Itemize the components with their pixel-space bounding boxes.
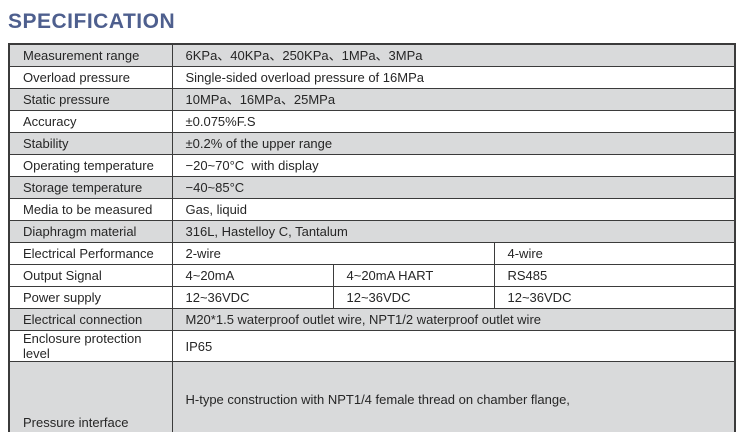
row-label: Diaphragm material [8,220,173,243]
row-value: 2-wire [171,242,495,265]
row-value: RS485 [493,264,736,287]
row-value: −20~70°C with display [171,154,736,177]
table-row-power-supply: Power supply 12~36VDC 12~36VDC 12~36VDC [8,286,736,309]
row-value: 316L, Hastelloy C, Tantalum [171,220,736,243]
row-label: Enclosure protection level [8,330,173,362]
page-title: SPECIFICATION [8,10,176,33]
row-value: 4~20mA HART [332,264,495,287]
table-row-pressure-interface: Pressure interface H-type construction w… [8,361,736,432]
row-value: 4~20mA [171,264,334,287]
row-value: ±0.075%F.S [171,110,736,133]
table-row-storage-temperature: Storage temperature −40~85°C [8,176,736,199]
row-label: Media to be measured [8,198,173,221]
table-row-electrical-connection: Electrical connection M20*1.5 waterproof… [8,308,736,331]
row-label: Stability [8,132,173,155]
table-row-measurement-range: Measurement range 6KPa、40KPa、250KPa、1MPa… [8,43,736,67]
row-value: Single-sided overload pressure of 16MPa [171,66,736,89]
table-row-enclosure-protection-level: Enclosure protection level IP65 [8,330,736,362]
row-label: Static pressure [8,88,173,111]
table-row-electrical-performance: Electrical Performance 2-wire 4-wire [8,242,736,265]
row-value: −40~85°C [171,176,736,199]
row-label: Storage temperature [8,176,173,199]
row-value: 4-wire [493,242,736,265]
row-label: Electrical Performance [8,242,173,265]
row-label: Overload pressure [8,66,173,89]
specification-table: Measurement range 6KPa、40KPa、250KPa、1MPa… [8,43,737,432]
row-value: 6KPa、40KPa、250KPa、1MPa、3MPa [171,43,736,67]
table-row-diaphragm-material: Diaphragm material 316L, Hastelloy C, Ta… [8,220,736,243]
table-row-operating-temperature: Operating temperature −20~70°C with disp… [8,154,736,177]
row-label: Pressure interface [8,361,173,432]
row-label: Output Signal [8,264,173,287]
row-label: Measurement range [8,43,173,67]
row-label: Power supply [8,286,173,309]
row-value: 12~36VDC [171,286,334,309]
specification-table-body: Measurement range 6KPa、40KPa、250KPa、1MPa… [8,43,736,432]
table-row-stability: Stability ±0.2% of the upper range [8,132,736,155]
row-value-line: H-type construction with NPT1/4 female t… [185,392,570,407]
table-row-media-to-be-measured: Media to be measured Gas, liquid [8,198,736,221]
row-value: ±0.2% of the upper range [171,132,736,155]
row-label: Accuracy [8,110,173,133]
row-label: Operating temperature [8,154,173,177]
row-value: 12~36VDC [332,286,495,309]
row-value: IP65 [171,330,736,362]
table-row-static-pressure: Static pressure 10MPa、16MPa、25MPa [8,88,736,111]
table-row-accuracy: Accuracy ±0.075%F.S [8,110,736,133]
row-label: Electrical connection [8,308,173,331]
row-value: 10MPa、16MPa、25MPa [171,88,736,111]
table-row-overload-pressure: Overload pressure Single-sided overload … [8,66,736,89]
row-value: H-type construction with NPT1/4 female t… [171,361,736,432]
row-value: Gas, liquid [171,198,736,221]
row-value: 12~36VDC [493,286,736,309]
row-value: M20*1.5 waterproof outlet wire, NPT1/2 w… [171,308,736,331]
table-row-output-signal: Output Signal 4~20mA 4~20mA HART RS485 [8,264,736,287]
